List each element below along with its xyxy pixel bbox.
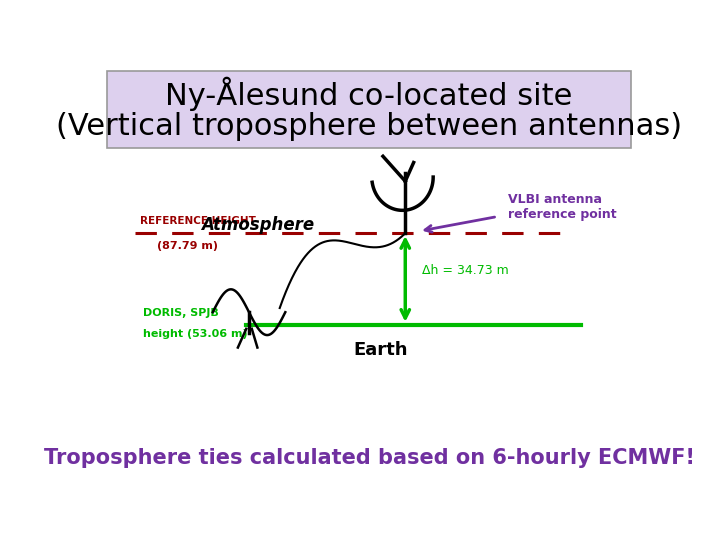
FancyBboxPatch shape xyxy=(107,71,631,148)
Text: (Vertical troposphere between antennas): (Vertical troposphere between antennas) xyxy=(56,112,682,141)
Text: VLBI antenna: VLBI antenna xyxy=(508,193,603,206)
Text: (87.79 m): (87.79 m) xyxy=(157,241,218,251)
Text: Troposphere ties calculated based on 6-hourly ECMWF!: Troposphere ties calculated based on 6-h… xyxy=(44,448,694,468)
Text: Earth: Earth xyxy=(353,341,408,359)
Text: Δh = 34.73 m: Δh = 34.73 m xyxy=(422,264,509,277)
Text: height (53.06 m): height (53.06 m) xyxy=(143,329,248,339)
Text: Ny-Ålesund co-located site: Ny-Ålesund co-located site xyxy=(166,77,572,111)
Text: Atmosphere: Atmosphere xyxy=(201,216,314,234)
Text: DORIS, SPJB: DORIS, SPJB xyxy=(143,308,219,319)
Text: REFERENCE HEIGHT: REFERENCE HEIGHT xyxy=(140,215,256,226)
Text: reference point: reference point xyxy=(508,208,617,221)
